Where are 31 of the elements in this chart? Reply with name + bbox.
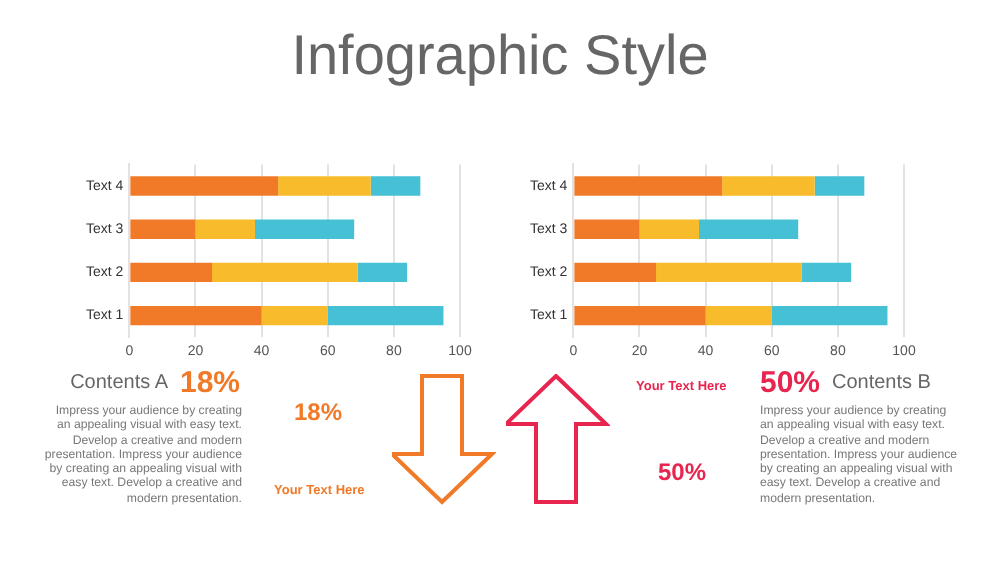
- bar: [130, 262, 213, 283]
- bar: [370, 176, 421, 196]
- bar: [771, 305, 888, 326]
- bar: [722, 176, 815, 196]
- text: Contents B: [832, 372, 931, 394]
- bar: [130, 219, 196, 239]
- bar: [574, 176, 723, 196]
- bar: [639, 219, 699, 239]
- bar: [278, 176, 371, 196]
- bar: [255, 219, 355, 239]
- bar: [801, 262, 852, 283]
- bar: [574, 305, 706, 326]
- bar: [327, 305, 444, 326]
- bar: [814, 176, 865, 196]
- text: Contents A: [68, 372, 168, 394]
- text: 50%: [760, 366, 821, 400]
- bar: [574, 219, 640, 239]
- bar: [130, 305, 262, 326]
- bar: [357, 262, 408, 283]
- text: 50%: [658, 458, 707, 486]
- bar: [705, 305, 772, 326]
- bar: [130, 176, 279, 196]
- bar: [212, 262, 358, 283]
- text: Infographic Style: [289, 24, 711, 86]
- bar: [574, 262, 657, 283]
- text: 18%: [294, 398, 343, 426]
- bar: [261, 305, 328, 326]
- bar: [195, 219, 255, 239]
- text: 18%: [180, 366, 241, 400]
- bar: [699, 219, 799, 239]
- bar: [656, 262, 802, 283]
